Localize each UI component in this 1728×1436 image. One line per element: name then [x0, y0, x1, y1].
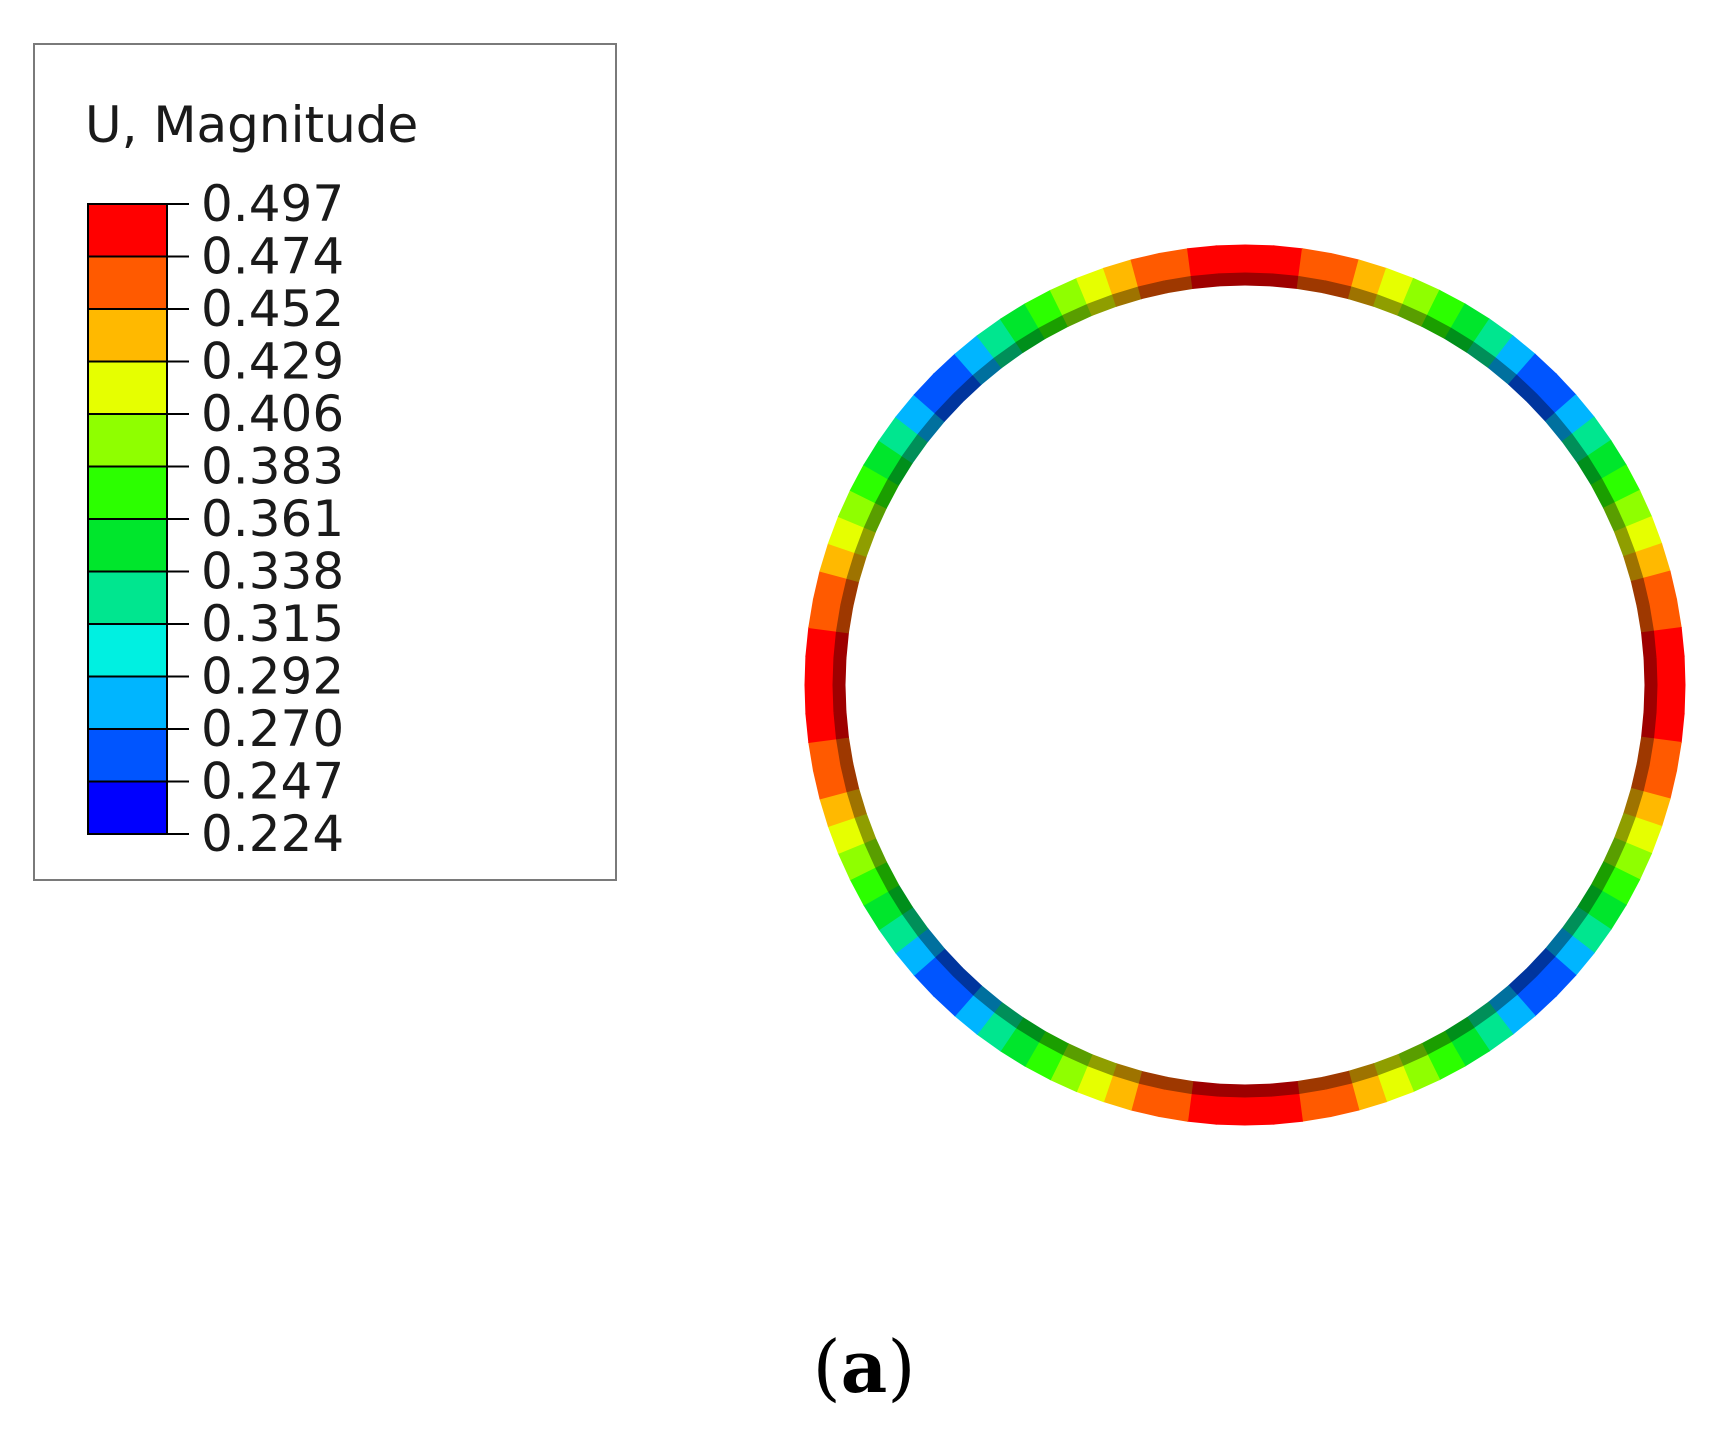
caption-close-paren: ) — [887, 1325, 916, 1409]
legend-band-5 — [87, 465, 168, 520]
ring-element — [1271, 1092, 1303, 1125]
ring-element — [804, 684, 835, 715]
legend-tick-label-8: 0.315 — [201, 595, 344, 653]
legend-tick-label-2: 0.452 — [201, 280, 344, 338]
legend-title: U, Magnitude — [85, 96, 419, 154]
legend-band-6 — [87, 518, 168, 573]
legend-tick-label-4: 0.406 — [201, 385, 344, 443]
ring-contour-plot — [804, 244, 1686, 1126]
legend-tick-label-5: 0.383 — [201, 438, 344, 496]
ring-element — [1158, 248, 1192, 282]
legend-tick-label-3: 0.429 — [201, 333, 344, 391]
ring-element-inner — [1244, 272, 1273, 287]
legend-box: U, Magnitude 0.497 0.474 0.452 0.429 0.406 0.… — [33, 43, 617, 881]
caption-open-paren: ( — [812, 1325, 841, 1409]
legend-band-11 — [87, 780, 168, 835]
ring-element-inner — [1270, 273, 1300, 289]
legend-tick-label-0: 0.497 — [201, 175, 344, 233]
legend-tick-label-10: 0.270 — [201, 700, 344, 758]
ring-element — [1298, 1088, 1332, 1122]
caption-letter: a — [840, 1324, 888, 1409]
ring-element — [1271, 245, 1303, 278]
legend-tick-label-7: 0.338 — [201, 543, 344, 601]
ring-element — [1648, 598, 1682, 632]
legend-band-1 — [87, 255, 168, 310]
legend-band-8 — [87, 623, 168, 678]
ring-element — [1244, 1095, 1275, 1126]
legend-tick-label-11: 0.247 — [201, 753, 344, 811]
ring-element — [1215, 244, 1246, 275]
legend-tick-label-1: 0.474 — [201, 228, 344, 286]
ring-element — [1655, 684, 1686, 715]
ring-element — [1244, 244, 1275, 275]
ring-element-inner — [1190, 1081, 1220, 1097]
legend-band-7 — [87, 570, 168, 625]
ring-element — [1187, 1092, 1219, 1125]
ring-element-inner — [833, 630, 849, 660]
legend-tick-label-6: 0.361 — [201, 490, 344, 548]
ring-element-inner — [1641, 630, 1657, 660]
ring-element-inner — [1270, 1081, 1300, 1097]
ring-element-inner — [832, 684, 847, 713]
figure-caption: (a) — [0, 1322, 1728, 1412]
legend-band-10 — [87, 728, 168, 783]
ring-element — [805, 627, 838, 659]
ring-element-inner — [1217, 272, 1246, 287]
ring-element-inner — [1643, 657, 1658, 686]
ring-element — [1215, 1095, 1246, 1126]
ring-element — [808, 738, 842, 772]
ring-element-inner — [1190, 273, 1220, 289]
ring-element-inner — [1244, 1083, 1273, 1098]
ring-element — [1652, 711, 1685, 743]
color-scale-bar: 0.4970.4740.4520.4290.4060.3830.3610.338… — [87, 175, 344, 863]
ring-element-inner — [833, 710, 849, 740]
legend-tick-label-12: 0.224 — [201, 805, 344, 863]
ring-element-inner — [832, 657, 847, 686]
ring-element-inner — [1217, 1083, 1246, 1098]
ring-element-inner — [1641, 710, 1657, 740]
ring-element-inner — [1643, 684, 1658, 713]
legend-band-0 — [87, 203, 168, 258]
ring-element — [804, 655, 835, 686]
legend-tick-label-9: 0.292 — [201, 648, 344, 706]
ring-element — [1652, 627, 1685, 659]
ring-element — [1655, 655, 1686, 686]
ring-element — [1187, 245, 1219, 278]
ring-element — [805, 711, 838, 743]
